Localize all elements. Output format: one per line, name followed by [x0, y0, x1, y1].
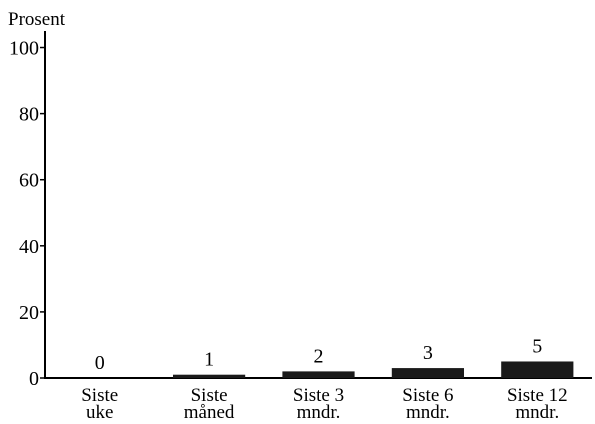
y-tick-label: 60 — [19, 170, 39, 192]
category-label-line: mndr. — [406, 402, 450, 423]
y-axis-label: Prosent — [8, 9, 66, 30]
category-label: Siste 12 mndr. — [507, 385, 568, 423]
bars — [172, 361, 574, 378]
data-label: 5 — [532, 335, 542, 357]
category-label: Siste måned — [184, 385, 235, 423]
y-tick-label: 40 — [19, 236, 39, 258]
category-label-line: Siste — [81, 385, 118, 406]
data-label: 2 — [314, 345, 324, 367]
category-label-line: mndr. — [297, 402, 341, 423]
y-ticks: 0 20 40 60 80 100 — [9, 38, 45, 390]
category-label-line: måned — [184, 402, 235, 423]
bar — [172, 374, 246, 378]
y-tick-label: 100 — [9, 38, 39, 60]
axes — [44, 31, 592, 379]
category-label-line: Siste 3 — [293, 385, 344, 406]
y-tick-label: 20 — [19, 302, 39, 324]
category-label-line: uke — [86, 402, 113, 423]
y-tick-label: 0 — [29, 368, 39, 390]
y-tick-label: 80 — [19, 104, 39, 126]
data-label: 1 — [204, 349, 214, 371]
category-label: Siste 3 mndr. — [293, 385, 344, 423]
category-label: Siste uke — [81, 385, 118, 423]
category-label-line: mndr. — [515, 402, 559, 423]
category-label-line: Siste — [191, 385, 228, 406]
category-label-line: Siste 12 — [507, 385, 568, 406]
data-label: 0 — [95, 352, 105, 374]
bar — [501, 361, 574, 378]
bar — [391, 368, 465, 378]
category-label-line: Siste 6 — [402, 385, 453, 406]
data-labels: 0 1 2 3 5 — [95, 335, 543, 374]
category-label: Siste 6 mndr. — [402, 385, 453, 423]
bar — [282, 371, 355, 378]
data-label: 3 — [423, 342, 433, 364]
